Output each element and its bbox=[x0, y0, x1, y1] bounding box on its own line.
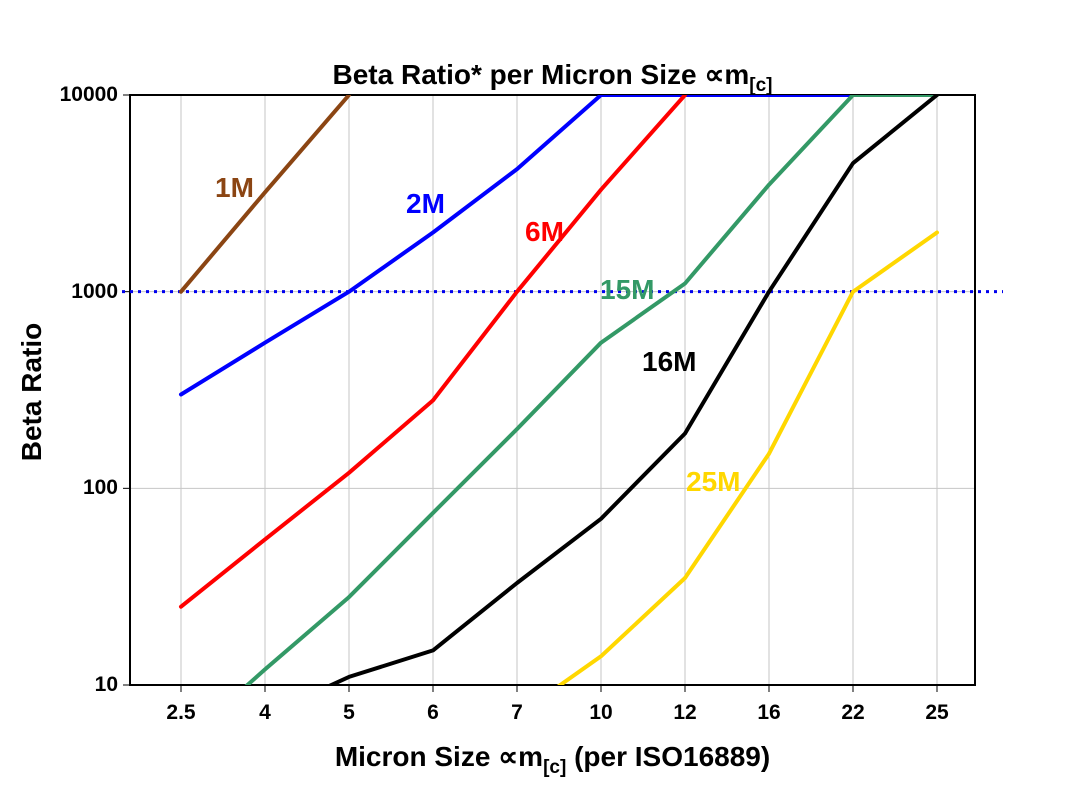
series-line-1M bbox=[179, 95, 351, 294]
series-line-2M bbox=[179, 95, 855, 397]
y-tick-label-10: 10 bbox=[94, 673, 118, 696]
x-tick-label-22: 22 bbox=[841, 701, 865, 724]
y-tick-label-1000: 1000 bbox=[71, 279, 118, 303]
chart-title: Beta Ratio* per Micron Size ∝m[c] bbox=[130, 58, 975, 96]
series-line-15M bbox=[244, 95, 939, 685]
x-axis-title-subscript: [c] bbox=[543, 757, 567, 778]
chart-title-subscript: [c] bbox=[749, 75, 773, 96]
y-tick-label-100: 100 bbox=[82, 476, 118, 500]
x-axis-title: Micron Size ∝m[c] (per ISO16889) bbox=[130, 740, 975, 778]
x-tick-label-7: 7 bbox=[511, 701, 523, 724]
series-label-15M: 15M bbox=[600, 274, 654, 305]
series-line-6M bbox=[179, 95, 687, 609]
series-line-25M bbox=[556, 230, 939, 685]
series-label-25M: 25M bbox=[686, 466, 740, 497]
x-tick-label-25: 25 bbox=[925, 701, 949, 724]
x-tick-label-2.5: 2.5 bbox=[166, 701, 196, 724]
x-tick-label-5: 5 bbox=[343, 701, 355, 724]
y-tick-label-10000: 10000 bbox=[59, 83, 118, 106]
x-tick-label-12: 12 bbox=[673, 701, 697, 724]
series-label-1M: 1M bbox=[215, 172, 254, 203]
series-label-16M: 16M bbox=[642, 346, 696, 377]
series-label-2M: 2M bbox=[406, 188, 445, 219]
x-tick-label-4: 4 bbox=[259, 701, 271, 724]
x-axis-title-text: Micron Size ∝m bbox=[334, 741, 544, 772]
series-label-6M: 6M bbox=[525, 216, 564, 247]
series-line-16M bbox=[326, 95, 939, 685]
chart-title-text: Beta Ratio* per Micron Size ∝m bbox=[332, 59, 750, 90]
x-tick-label-10: 10 bbox=[589, 701, 613, 724]
x-axis-title-suffix: (per ISO16889) bbox=[566, 741, 771, 772]
x-tick-label-6: 6 bbox=[427, 701, 439, 724]
x-tick-label-16: 16 bbox=[757, 701, 781, 724]
